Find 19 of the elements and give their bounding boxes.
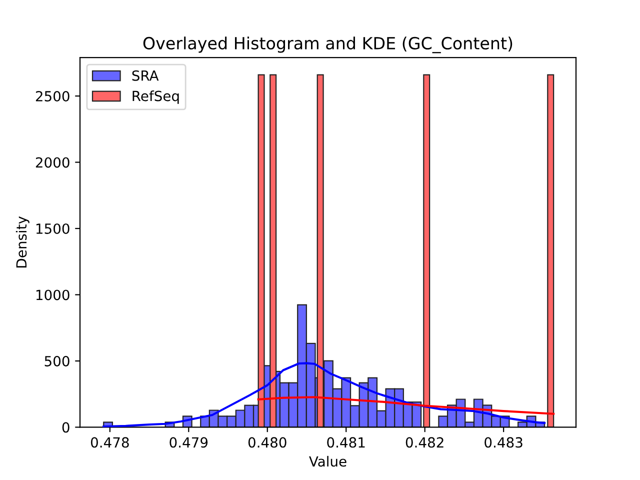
legend-label: RefSeq <box>132 90 179 104</box>
x-tick-label: 0.480 <box>248 437 286 448</box>
x-tick-label: 0.482 <box>406 437 444 448</box>
chart-title: Overlayed Histogram and KDE (GC_Content) <box>143 36 512 54</box>
y-axis-title: Density <box>16 216 30 268</box>
line-series <box>257 396 555 415</box>
x-tick-label: 0.478 <box>90 437 129 448</box>
y-tick-label: 0 <box>62 422 70 433</box>
x-tick-label: 0.481 <box>327 437 365 448</box>
line-series <box>102 362 546 428</box>
x-tick-label: 0.483 <box>484 437 522 448</box>
y-tick-label: 1500 <box>36 223 70 234</box>
y-tick-label: 1000 <box>36 290 70 300</box>
y-tick-label: 500 <box>44 356 70 366</box>
x-axis-title: Value <box>309 456 346 467</box>
y-tick-label: 2000 <box>36 157 70 168</box>
y-tick-label: 2500 <box>36 90 70 102</box>
legend-label: SRA <box>132 70 159 81</box>
x-tick-label: 0.479 <box>170 437 208 448</box>
